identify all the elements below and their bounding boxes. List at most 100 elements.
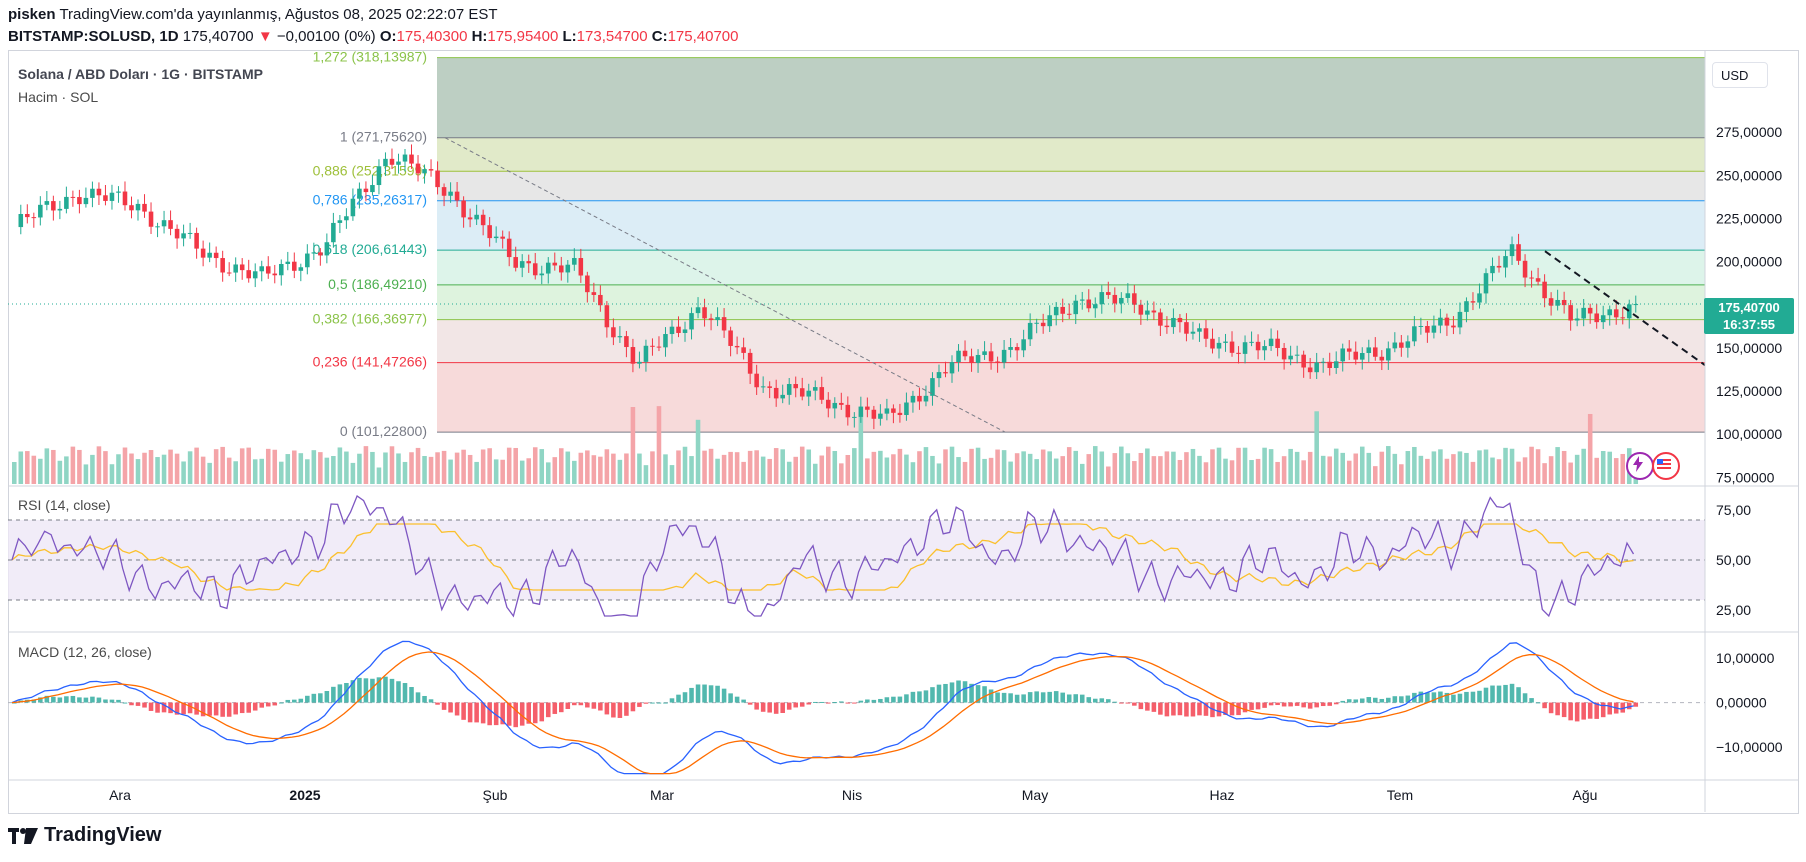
candle-body — [1073, 300, 1079, 315]
volume-bar — [135, 459, 141, 484]
volume-bar — [402, 461, 408, 484]
legend-volume[interactable]: Hacim · SOL — [18, 89, 99, 105]
macd-tick-label: −10,00000 — [1716, 739, 1783, 755]
macd-histogram-bar — [1600, 702, 1606, 718]
macd-histogram-bar — [982, 686, 987, 703]
macd-histogram-bar — [1464, 691, 1469, 703]
macd-histogram-bar — [839, 701, 844, 703]
candle-body — [891, 408, 896, 413]
volume-bar — [884, 457, 890, 484]
candle-body — [669, 326, 675, 335]
candle-body — [1099, 292, 1105, 305]
volume-bar — [1386, 446, 1391, 484]
volume-bar — [363, 446, 369, 484]
rsi-tick-label: 75,00 — [1716, 502, 1751, 518]
macd-histogram-bar — [1425, 692, 1430, 703]
volume-bar — [1151, 456, 1157, 484]
macd-histogram-bar — [532, 702, 538, 724]
volume-bar — [1086, 454, 1092, 484]
volume-bar — [695, 419, 701, 484]
macd-histogram-bar — [819, 701, 825, 703]
candle-body — [526, 261, 532, 264]
volume-bar — [474, 461, 479, 484]
macd-histogram-bar — [122, 702, 128, 704]
candle-body — [689, 313, 694, 330]
macd-histogram-bar — [1164, 702, 1170, 717]
macd-histogram-bar — [1418, 691, 1424, 703]
candle-body — [103, 195, 108, 201]
volume-bar — [702, 450, 707, 484]
volume-bar — [1425, 458, 1430, 484]
macd-histogram-bar — [663, 702, 668, 704]
fib-level-label: 0,786 (235,26317) — [313, 192, 427, 208]
volume-bar — [891, 454, 896, 484]
volume-bar — [1490, 457, 1495, 484]
volume-bar — [832, 450, 838, 484]
candle-body — [630, 347, 636, 364]
candle-body — [324, 242, 330, 256]
macd-histogram-bar — [708, 685, 714, 703]
volume-bar — [780, 449, 785, 484]
macd-histogram-bar — [578, 702, 584, 706]
fib-level-label: 0 (101,22800) — [340, 423, 427, 439]
macd-histogram-bar — [826, 702, 831, 704]
volume-bar — [1301, 460, 1306, 484]
volume-bar — [532, 447, 538, 484]
volume-bar — [187, 451, 193, 484]
candle-body — [246, 270, 251, 279]
volume-bar — [1099, 451, 1105, 484]
macd-histogram-bar — [1073, 694, 1079, 703]
macd-histogram-bar — [318, 693, 323, 703]
candle-body — [148, 211, 154, 227]
time-tick-label: May — [1022, 787, 1048, 803]
macd-histogram-bar — [174, 702, 180, 715]
candle-body — [1464, 301, 1469, 312]
us-flag-icon[interactable] — [1652, 452, 1680, 480]
macd-histogram-bar — [1340, 700, 1346, 703]
volume-bar — [161, 454, 167, 484]
volume-bar — [1079, 463, 1085, 484]
volume-bar — [1145, 448, 1150, 484]
author-name[interactable]: pisken — [8, 6, 56, 23]
volume-bar — [604, 449, 610, 484]
fib-level-label: 1 (271,75620) — [340, 129, 427, 145]
candle-body — [474, 214, 479, 220]
macd-histogram-bar — [116, 699, 121, 703]
volume-bar — [806, 449, 812, 484]
volume-bar — [904, 454, 909, 484]
trend-lines[interactable] — [8, 137, 1706, 433]
candle-body — [1444, 317, 1450, 326]
legend-macd[interactable]: MACD (12, 26, close) — [18, 644, 152, 660]
fibonacci-retracement[interactable]: 1,272 (318,13987) 1 (271,75620) 0,886 (252… — [313, 49, 1705, 439]
macd-histogram-bar — [1594, 702, 1599, 719]
close-value: 175,40700 — [667, 28, 739, 45]
lightning-icon[interactable] — [1626, 452, 1654, 480]
legend-title[interactable]: Solana / ABD Doları · 1G · BITSTAMP — [18, 66, 264, 82]
macd-histogram-bar — [298, 698, 304, 703]
candle-body — [285, 261, 291, 265]
volume-bar — [155, 457, 160, 484]
currency-button[interactable]: USD — [1712, 62, 1768, 88]
volume-bar — [663, 454, 668, 484]
macd-histogram-bar — [689, 687, 694, 703]
macd-histogram-bar — [1106, 699, 1111, 703]
candle-body — [1379, 356, 1385, 361]
candle-body — [786, 384, 792, 395]
macd-histogram-bar — [1288, 702, 1293, 707]
macd-histogram-bar — [350, 680, 356, 703]
tradingview-logo[interactable]: TradingView — [8, 824, 161, 847]
macd-histogram-bar — [96, 697, 102, 703]
macd-histogram-bar — [1184, 702, 1189, 717]
volume-bar — [487, 448, 492, 484]
candle-body — [1620, 317, 1626, 319]
fib-level-label: 0,618 (206,61443) — [313, 241, 427, 257]
volume-bar — [51, 449, 56, 484]
macd-histogram-bar — [90, 696, 95, 703]
macd-histogram-bar — [103, 699, 108, 703]
macd-histogram-bar — [1477, 690, 1482, 703]
legend-rsi[interactable]: RSI (14, close) — [18, 497, 111, 513]
volume-bar — [1366, 452, 1372, 484]
candle-body — [467, 217, 473, 220]
candle-body — [1359, 353, 1365, 360]
